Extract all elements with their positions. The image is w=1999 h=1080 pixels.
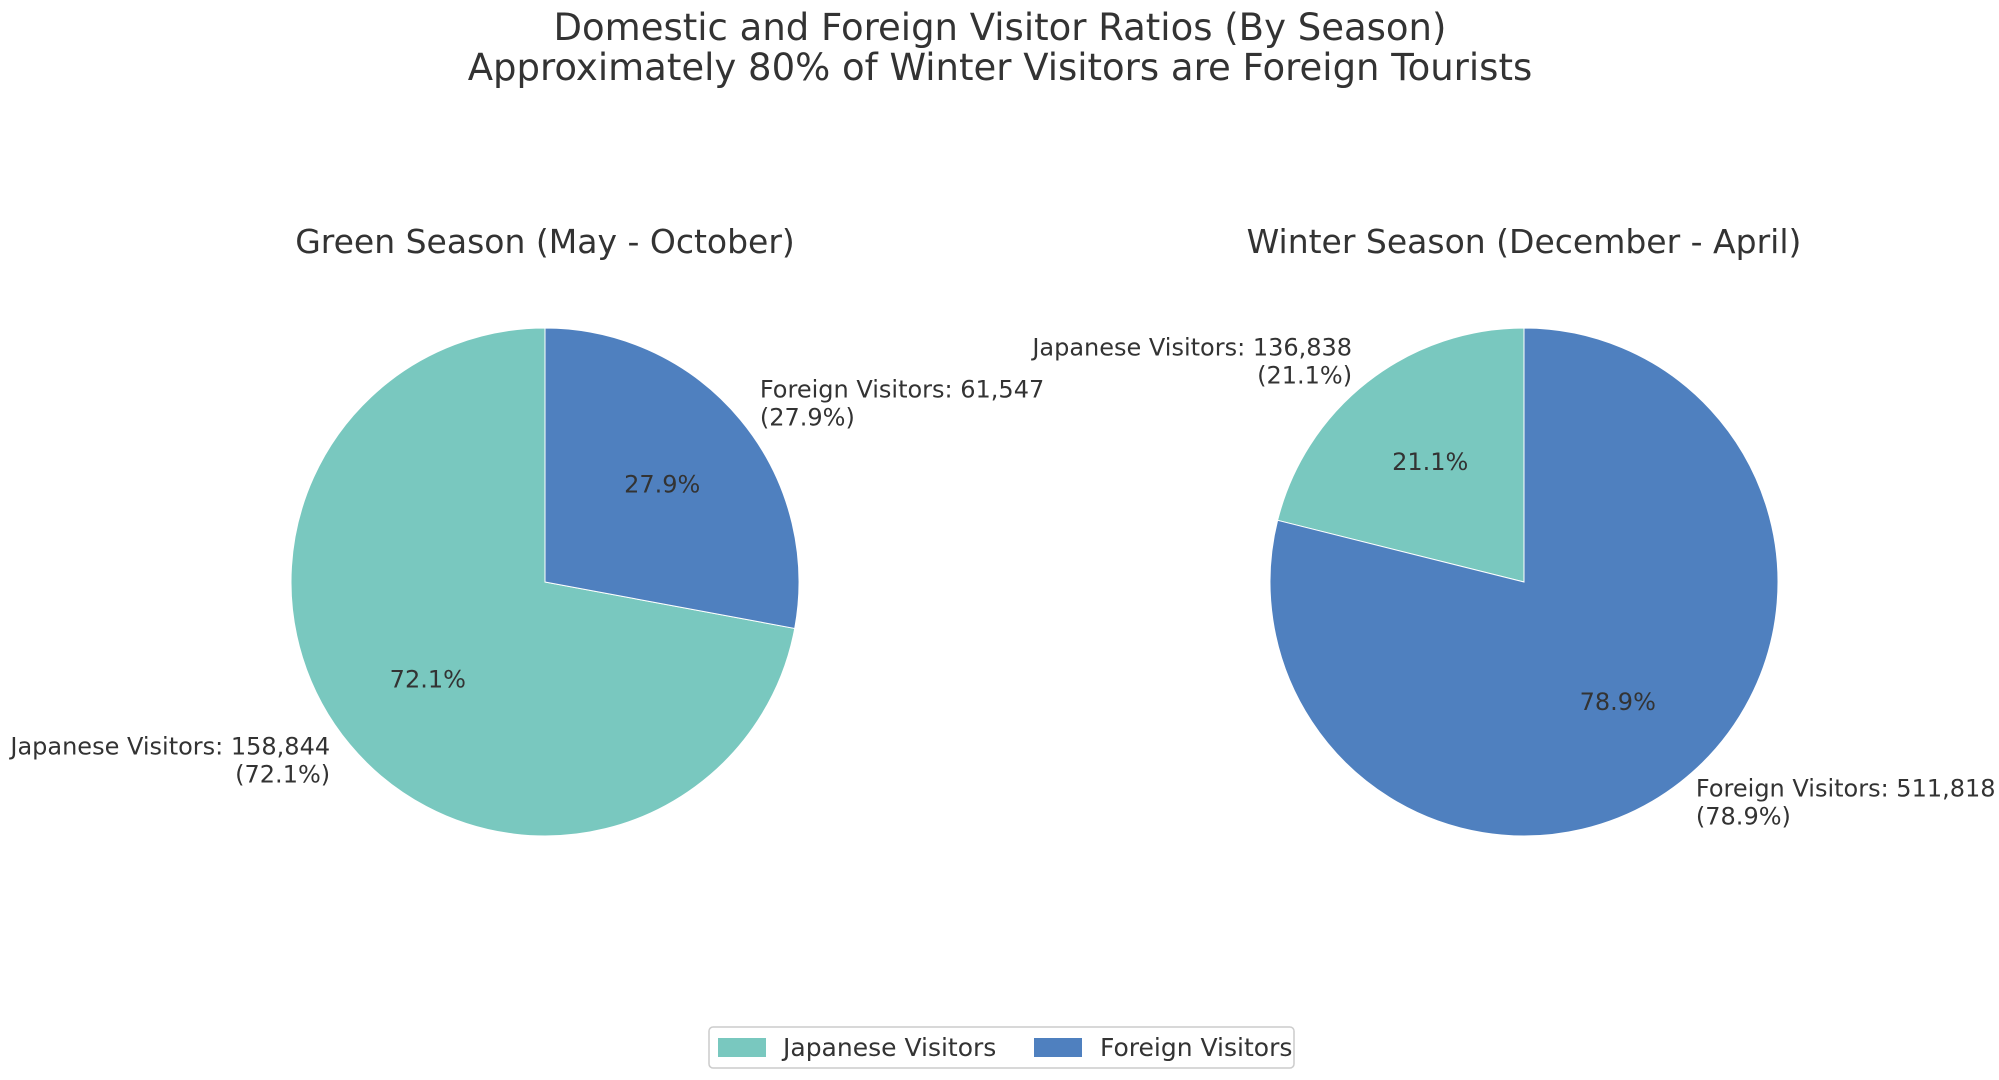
green-season-outer-label-foreign-visitors: Foreign Visitors: 61,547 (27.9%) [760, 375, 1044, 431]
green-season-outer-label-japanese-visitors: Japanese Visitors: 158,844 (72.1%) [8, 733, 330, 789]
green-season-outer-label-line-2: (27.9%) [760, 403, 855, 431]
green-season-pct-label-japanese-visitors: 72.1% [390, 665, 466, 693]
winter-season-outer-label-japanese-visitors: Japanese Visitors: 136,838 (21.1%) [1030, 334, 1352, 390]
winter-season-outer-label-line-2: (78.9%) [1696, 802, 1791, 830]
legend-label-foreign-visitors: Foreign Visitors [1100, 1033, 1292, 1062]
green-season-slice-japanese-visitors [290, 327, 796, 837]
green-season-pie-title: Green Season (May - October) [295, 222, 795, 261]
winter-season-outer-label-line-1: Japanese Visitors: 136,838 [1030, 334, 1352, 362]
green-season-outer-label-line-1: Foreign Visitors: 61,547 [760, 375, 1044, 403]
green-season-outer-label-line-1: Japanese Visitors: 158,844 [8, 733, 330, 761]
legend: Japanese Visitors Foreign Visitors [708, 1026, 1295, 1069]
legend-swatch-japanese-visitors [718, 1038, 766, 1057]
chart-title-line-2: Approximately 80% of Winter Visitors are… [468, 46, 1532, 89]
winter-season-outer-label-line-1: Foreign Visitors: 511,818 [1696, 774, 1996, 802]
winter-season-pct-label-foreign-visitors: 78.9% [1580, 688, 1656, 716]
chart-title-line-1: Domestic and Foreign Visitor Ratios (By … [554, 6, 1447, 49]
green-season-pct-label-foreign-visitors: 27.9% [624, 471, 700, 499]
winter-season-outer-label-line-2: (21.1%) [1257, 362, 1352, 390]
legend-frame [708, 1026, 1295, 1069]
green-season-slice-foreign-visitors [544, 327, 800, 630]
winter-season-outer-label-foreign-visitors: Foreign Visitors: 511,818 (78.9%) [1696, 774, 1996, 830]
winter-season-pie-title: Winter Season (December - April) [1247, 222, 1802, 261]
winter-season-pct-label-japanese-visitors: 21.1% [1392, 448, 1468, 476]
winter-season-slice-foreign-visitors [1269, 327, 1779, 837]
legend-label-japanese-visitors: Japanese Visitors [781, 1033, 996, 1062]
winter-season-pie: 21.1% Japanese Visitors: 136,838 (21.1%) 78… [1030, 327, 1996, 837]
green-season-pie: 72.1% Japanese Visitors: 158,844 (72.1%) 27… [8, 327, 1044, 837]
winter-season-slice-japanese-visitors [1276, 327, 1525, 583]
green-season-outer-label-line-2: (72.1%) [235, 761, 330, 789]
legend-swatch-foreign-visitors [1034, 1038, 1082, 1057]
